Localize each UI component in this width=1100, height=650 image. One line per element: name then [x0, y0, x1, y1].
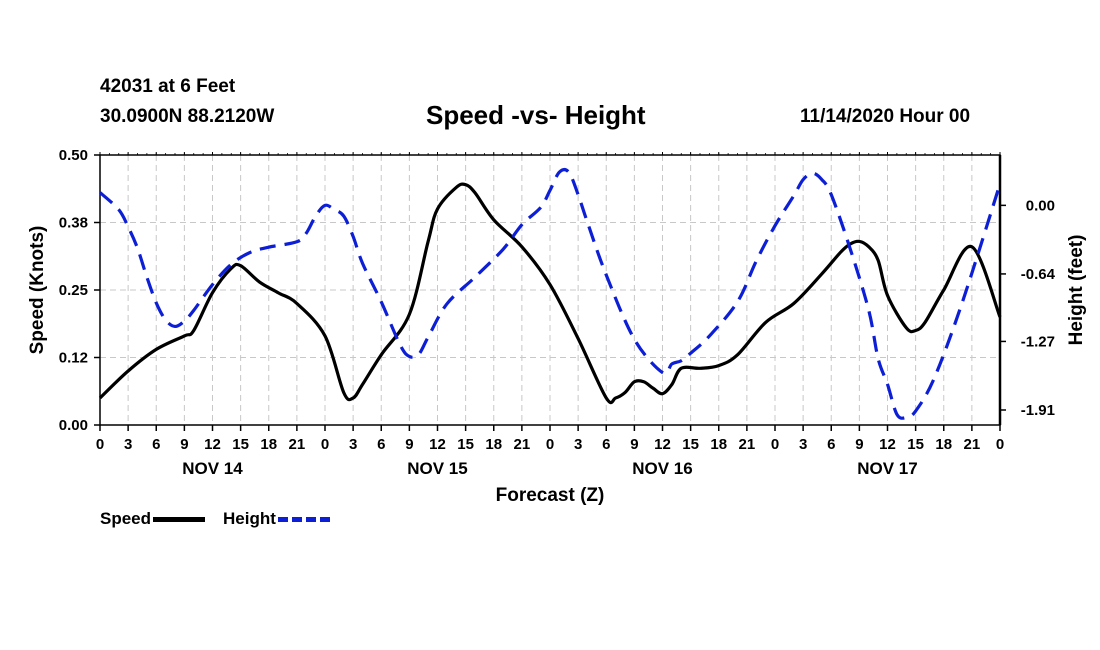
x-tick-label: 0 — [546, 436, 554, 453]
x-tick-label: 3 — [124, 436, 132, 453]
x-tick-label: 21 — [289, 436, 306, 453]
date-label: NOV 15 — [407, 459, 467, 478]
x-tick-label: 18 — [260, 436, 277, 453]
date-label: NOV 17 — [857, 459, 917, 478]
x-tick-label: 6 — [827, 436, 835, 453]
series-line-height — [98, 168, 1002, 420]
x-tick-label: 9 — [630, 436, 638, 453]
y-tick-label: 0.25 — [59, 282, 88, 299]
x-tick-label: 12 — [204, 436, 221, 453]
legend-speed-label: Speed — [100, 509, 152, 528]
y2-tick-label: -1.27 — [1021, 333, 1055, 350]
y-tick-label: 0.00 — [59, 417, 88, 434]
x-tick-label: 18 — [710, 436, 727, 453]
x-tick-label: 6 — [602, 436, 610, 453]
x-tick-label: 15 — [682, 436, 699, 453]
y2-tick-label: 0.00 — [1026, 197, 1055, 214]
x-tick-label: 21 — [514, 436, 531, 453]
x-tick-label: 0 — [771, 436, 779, 453]
x-tick-label: 0 — [321, 436, 329, 453]
y2-tick-label: -1.91 — [1021, 402, 1055, 419]
x-tick-label: 12 — [879, 436, 896, 453]
legend: Speed Height — [100, 509, 348, 529]
legend-height-label: Height — [223, 509, 276, 528]
date-label: NOV 16 — [632, 459, 692, 478]
x-tick-label: 3 — [799, 436, 807, 453]
legend-item-height: Height — [223, 509, 330, 529]
x-tick-label: 15 — [232, 436, 249, 453]
x-tick-label: 0 — [96, 436, 104, 453]
x-tick-label: 15 — [907, 436, 924, 453]
x-tick-label: 12 — [429, 436, 446, 453]
legend-item-speed: Speed — [100, 509, 206, 529]
series — [98, 168, 1002, 420]
y2-tick-label: -0.64 — [1021, 266, 1056, 283]
x-tick-label: 3 — [349, 436, 357, 453]
y-tick-label: 0.38 — [59, 215, 88, 232]
coordinates-label: 30.0900N 88.2120W — [100, 106, 275, 127]
legend-height-swatch — [277, 516, 330, 522]
y-tick-label: 0.12 — [59, 350, 88, 367]
x-tick-label: 9 — [405, 436, 413, 453]
x-tick-label: 18 — [485, 436, 502, 453]
y2-axis-label: Height (feet) — [1066, 235, 1087, 346]
x-tick-label: 3 — [574, 436, 582, 453]
x-tick-label: 12 — [654, 436, 671, 453]
date-label: NOV 14 — [182, 459, 243, 478]
x-tick-label: 21 — [739, 436, 756, 453]
x-tick-label: 21 — [964, 436, 981, 453]
x-tick-label: 6 — [377, 436, 385, 453]
x-tick-label: 6 — [152, 436, 160, 453]
forecast-datetime: 11/14/2020 Hour 00 — [800, 106, 971, 127]
x-tick-label: 18 — [935, 436, 952, 453]
x-tick-label: 9 — [180, 436, 188, 453]
y-tick-label: 0.50 — [59, 147, 88, 164]
x-tick-label: 0 — [996, 436, 1004, 453]
chart-title: Speed -vs- Height — [426, 100, 646, 130]
axis-ticks — [94, 152, 1006, 431]
x-tick-label: 15 — [457, 436, 474, 453]
grid — [100, 155, 1000, 425]
station-label: 42031 at 6 Feet — [100, 76, 236, 97]
series-line-speed — [98, 182, 1002, 405]
x-axis-label: Forecast (Z) — [496, 485, 605, 506]
tick-labels: 0 3 6 9 12 15 18 21 0 3 6 9 12 15 18 21 0 3 6 9 12 15 18 21 0 3 6 9… — [59, 147, 1056, 478]
y-axis-label: Speed (Knots) — [27, 226, 48, 355]
legend-speed-swatch — [153, 516, 206, 522]
x-tick-label: 9 — [855, 436, 863, 453]
